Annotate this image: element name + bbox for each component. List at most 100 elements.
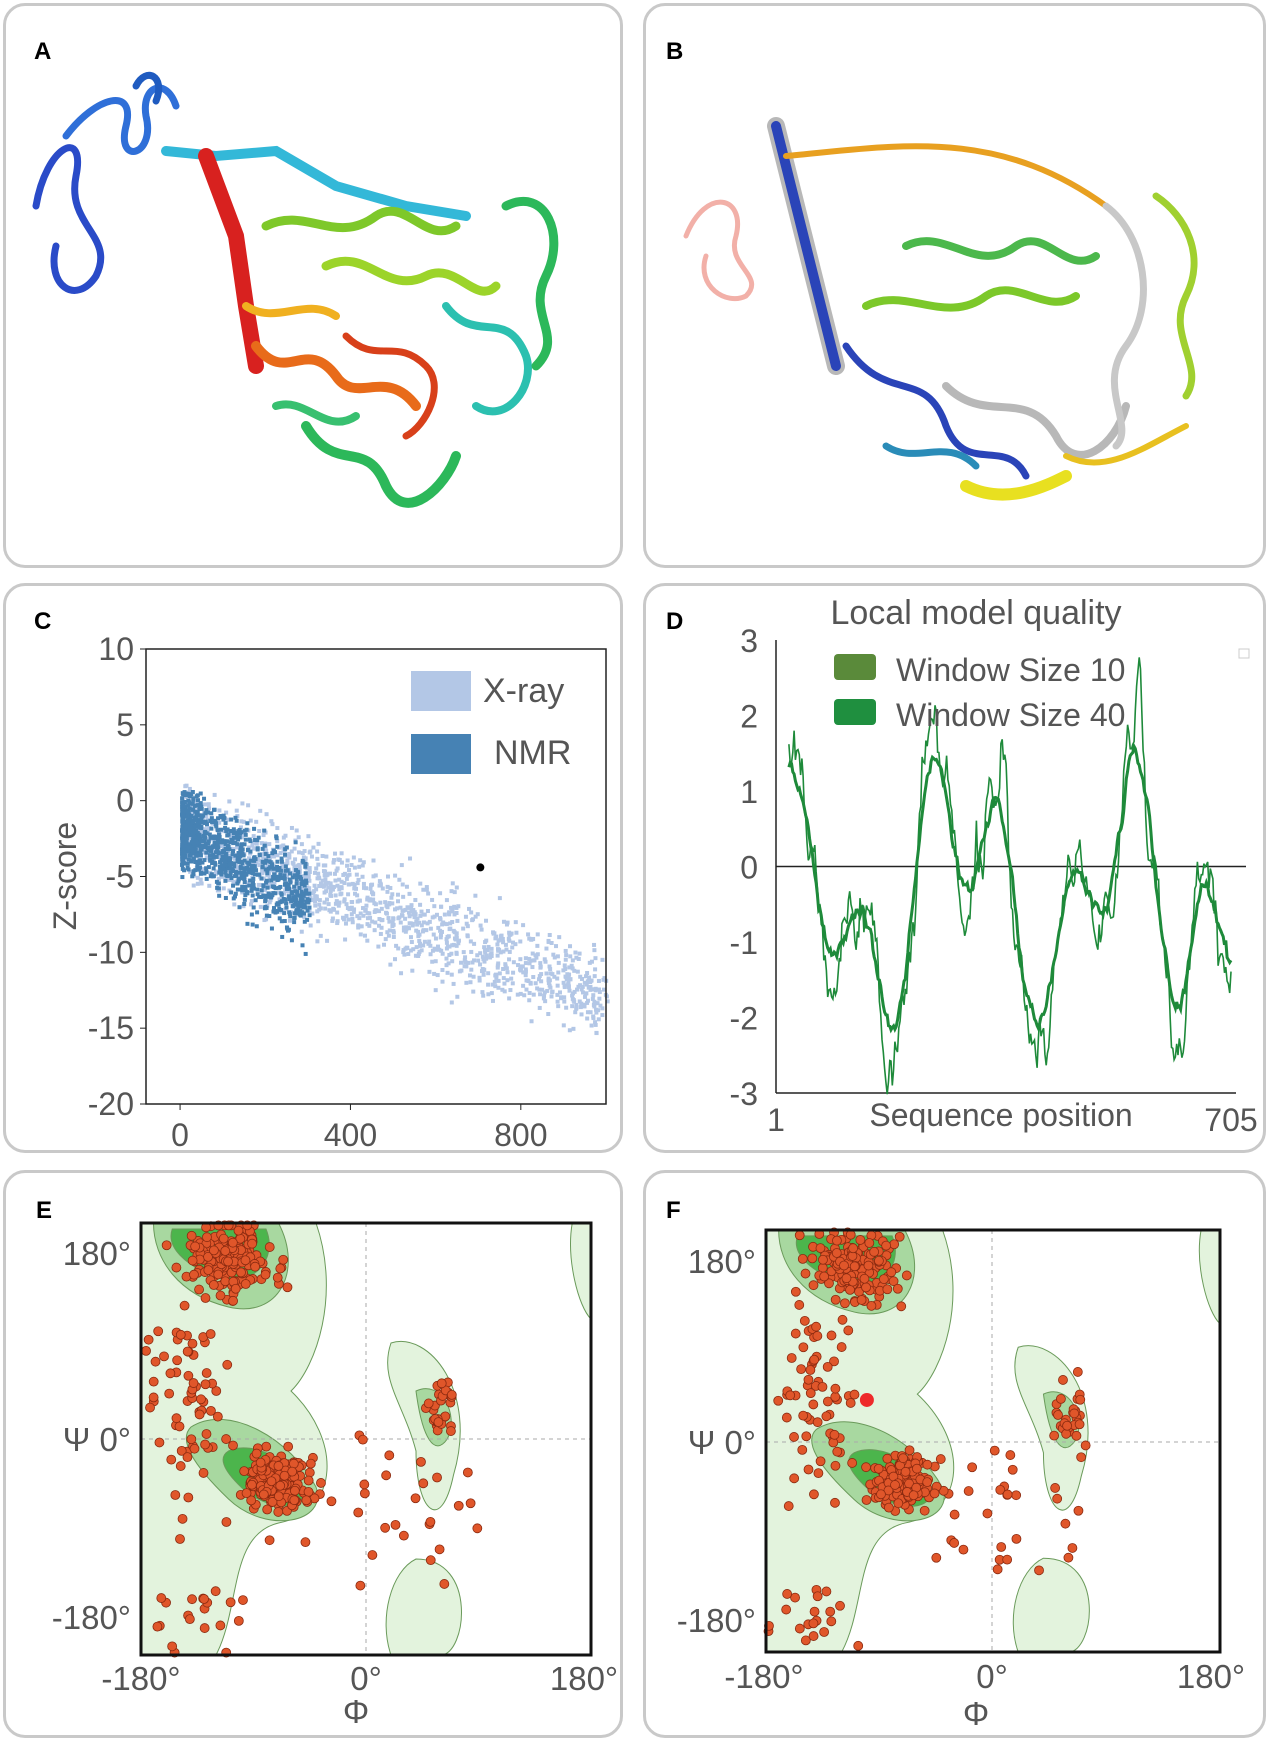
nmr-point <box>219 840 224 845</box>
nmr-point <box>267 914 272 919</box>
xray-point <box>206 818 211 823</box>
nmr-point <box>224 829 229 834</box>
nmr-point <box>250 880 255 885</box>
residue-point <box>794 1300 805 1310</box>
legend-xray-swatch <box>411 671 443 711</box>
residue-point <box>813 1468 824 1479</box>
nmr-point <box>243 888 248 893</box>
nmr-point <box>256 835 261 840</box>
nmr-point <box>194 794 199 799</box>
nmr-point <box>187 793 192 798</box>
nmr-point <box>259 876 264 881</box>
xray-point <box>416 934 421 939</box>
xray-point <box>523 969 528 974</box>
xray-point <box>226 817 231 822</box>
xray-point <box>580 990 585 995</box>
xray-point <box>449 905 454 910</box>
xray-point <box>444 963 449 968</box>
nmr-point <box>299 901 304 906</box>
xray-point <box>245 881 250 886</box>
xray-point <box>540 987 545 992</box>
xray-point <box>572 968 577 973</box>
y-tick-0: Ψ 0° <box>688 1424 756 1461</box>
nmr-point <box>223 867 228 872</box>
nmr-point <box>229 890 234 895</box>
nmr-point <box>238 845 243 850</box>
xray-point <box>568 954 573 959</box>
nmr-point <box>255 910 260 915</box>
xray-point <box>293 865 298 870</box>
xray-point <box>559 995 564 1000</box>
residue-point <box>250 1261 260 1272</box>
xray-point <box>220 874 225 879</box>
xray-point <box>437 947 442 952</box>
xray-point <box>533 953 538 958</box>
nmr-point <box>272 872 277 877</box>
residue-point <box>179 1300 190 1311</box>
xray-point <box>407 891 412 896</box>
residue-point <box>272 1272 283 1283</box>
xray-point <box>454 943 459 948</box>
nmr-point <box>298 893 303 898</box>
xray-point <box>514 930 519 935</box>
residue-point <box>830 1460 841 1471</box>
nmr-point <box>237 905 242 910</box>
xray-point <box>518 957 523 962</box>
xray-point <box>591 993 596 998</box>
nmr-point <box>190 848 195 853</box>
xray-point <box>199 881 204 886</box>
xray-point <box>593 1022 598 1027</box>
residue-point <box>201 1429 212 1439</box>
x-tick-label: 800 <box>494 1117 547 1150</box>
xray-point <box>250 843 255 848</box>
residue-point <box>785 1390 796 1401</box>
xray-point <box>419 923 424 928</box>
xray-point <box>299 842 304 847</box>
xray-point <box>249 902 254 907</box>
nmr-point <box>233 870 238 875</box>
xray-point <box>368 886 373 891</box>
nmr-point <box>221 863 226 868</box>
xray-point <box>537 974 542 979</box>
nmr-point <box>209 811 214 816</box>
residue-point <box>847 1458 858 1468</box>
xray-point <box>426 941 431 946</box>
nmr-point <box>304 880 309 885</box>
residue-point <box>275 1263 286 1274</box>
ramachandran-region <box>385 1558 462 1656</box>
nmr-point <box>198 791 203 796</box>
xray-point <box>398 920 403 925</box>
nmr-point <box>243 884 248 889</box>
xray-point <box>444 956 449 961</box>
y-tick-label: 5 <box>116 707 134 743</box>
xray-point <box>569 963 574 968</box>
xray-point <box>428 952 433 957</box>
residue-point <box>1034 1565 1044 1576</box>
xray-point <box>494 934 499 939</box>
nmr-point <box>287 897 292 902</box>
residue-point <box>182 1346 193 1357</box>
xray-point <box>343 937 348 942</box>
xray-point <box>275 826 280 831</box>
xray-point <box>275 853 280 858</box>
legend-window10-label: Window Size 10 <box>896 652 1125 688</box>
xray-point <box>585 1000 590 1005</box>
xray-point <box>217 820 222 825</box>
xray-point <box>352 907 357 912</box>
xray-point <box>328 881 333 886</box>
xray-point <box>436 925 441 930</box>
residue-point <box>200 1379 211 1390</box>
nmr-point <box>225 833 230 838</box>
xray-point <box>309 854 314 859</box>
nmr-point <box>180 810 185 815</box>
nmr-point <box>189 850 194 855</box>
xray-point <box>421 943 426 948</box>
nmr-point <box>297 912 302 917</box>
nmr-point <box>245 921 250 926</box>
xray-point <box>296 835 301 840</box>
xray-point <box>546 939 551 944</box>
xray-point <box>335 883 340 888</box>
nmr-point <box>223 895 228 900</box>
nmr-point <box>261 883 266 888</box>
xray-point <box>496 985 501 990</box>
